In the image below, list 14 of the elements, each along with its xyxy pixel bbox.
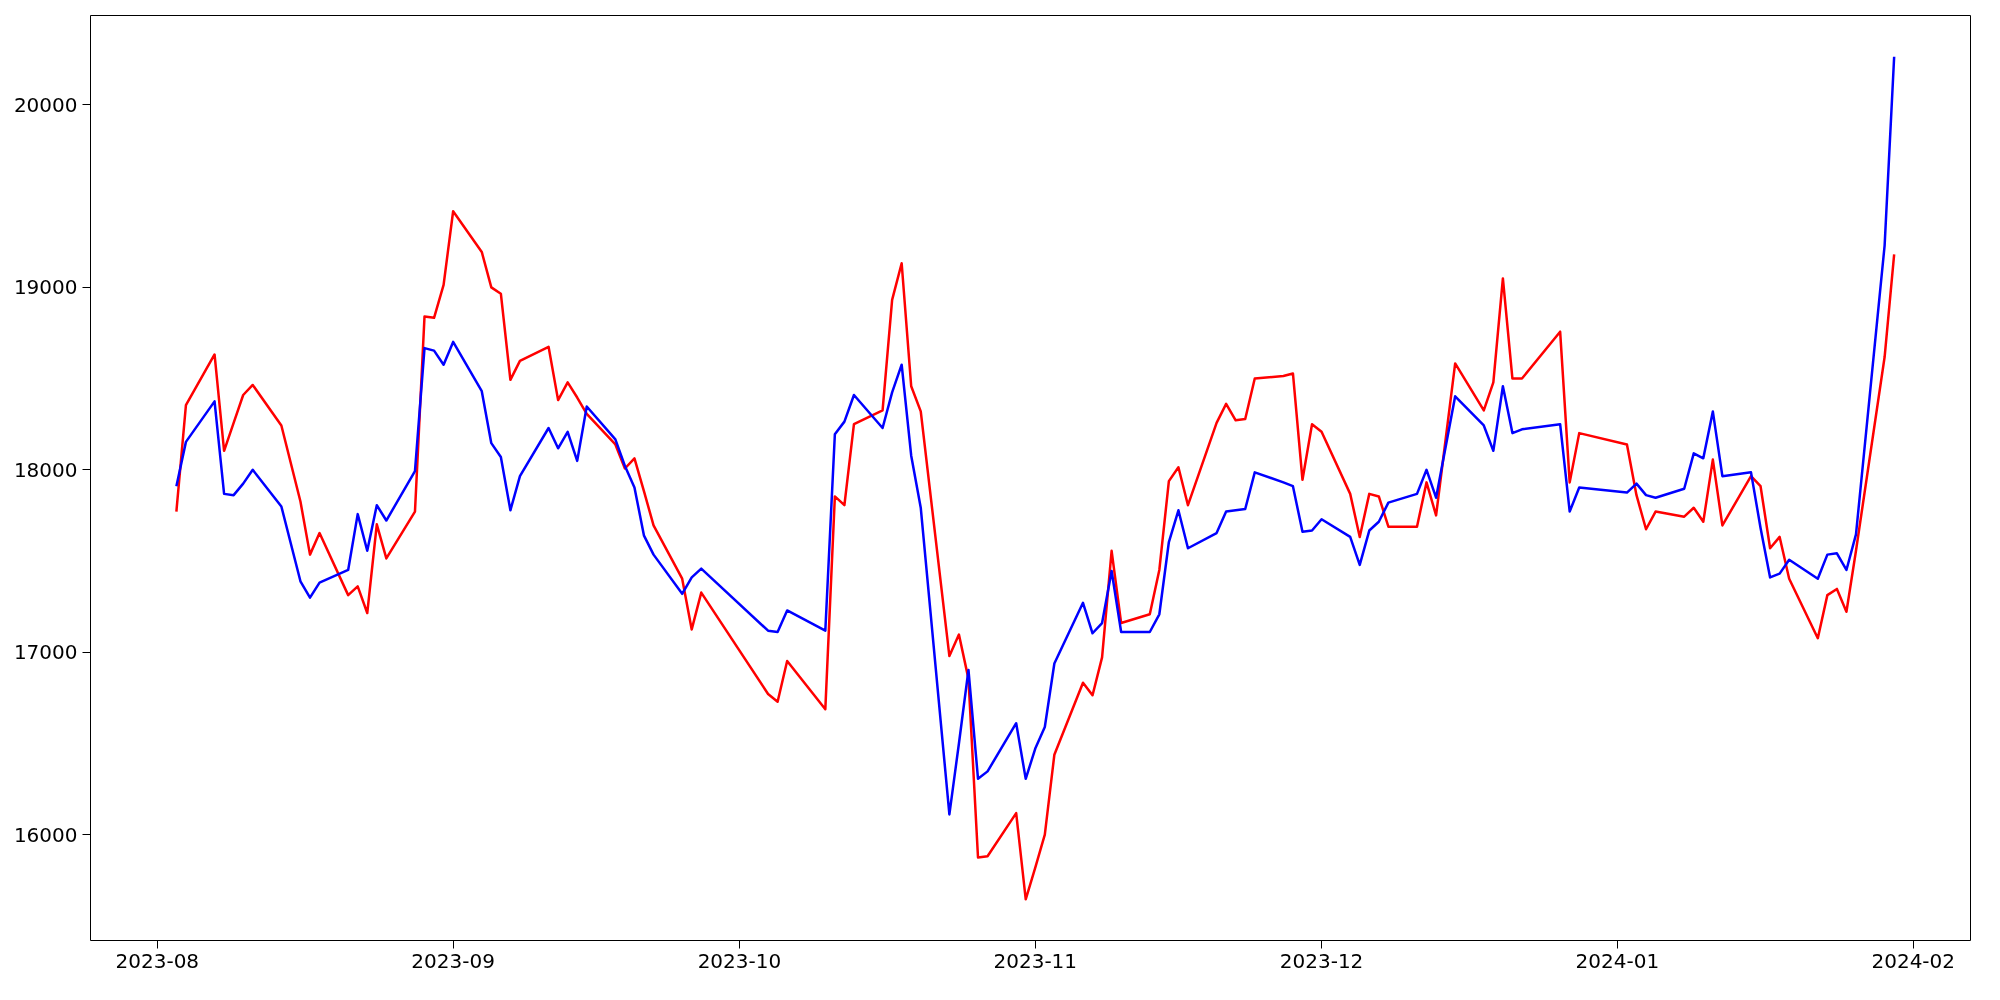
x-tick-label: 2024-02 (1871, 948, 1956, 973)
x-tick-label: 2024-01 (1575, 948, 1660, 973)
y-tick-label: 19000 (13, 275, 78, 300)
y-tick-label: 20000 (13, 92, 78, 117)
y-tick-label: 17000 (13, 640, 78, 665)
x-tick-label: 2023-12 (1279, 948, 1364, 973)
line-series (175, 55, 1896, 816)
y-tick-label: 18000 (13, 457, 78, 482)
x-tick-label: 2023-08 (115, 948, 200, 973)
y-tick-label: 16000 (13, 822, 78, 847)
line-series (175, 210, 1896, 901)
x-tick-label: 2023-11 (993, 948, 1078, 973)
x-tick-label: 2023-10 (697, 948, 782, 973)
x-tick-label: 2023-09 (411, 948, 495, 973)
